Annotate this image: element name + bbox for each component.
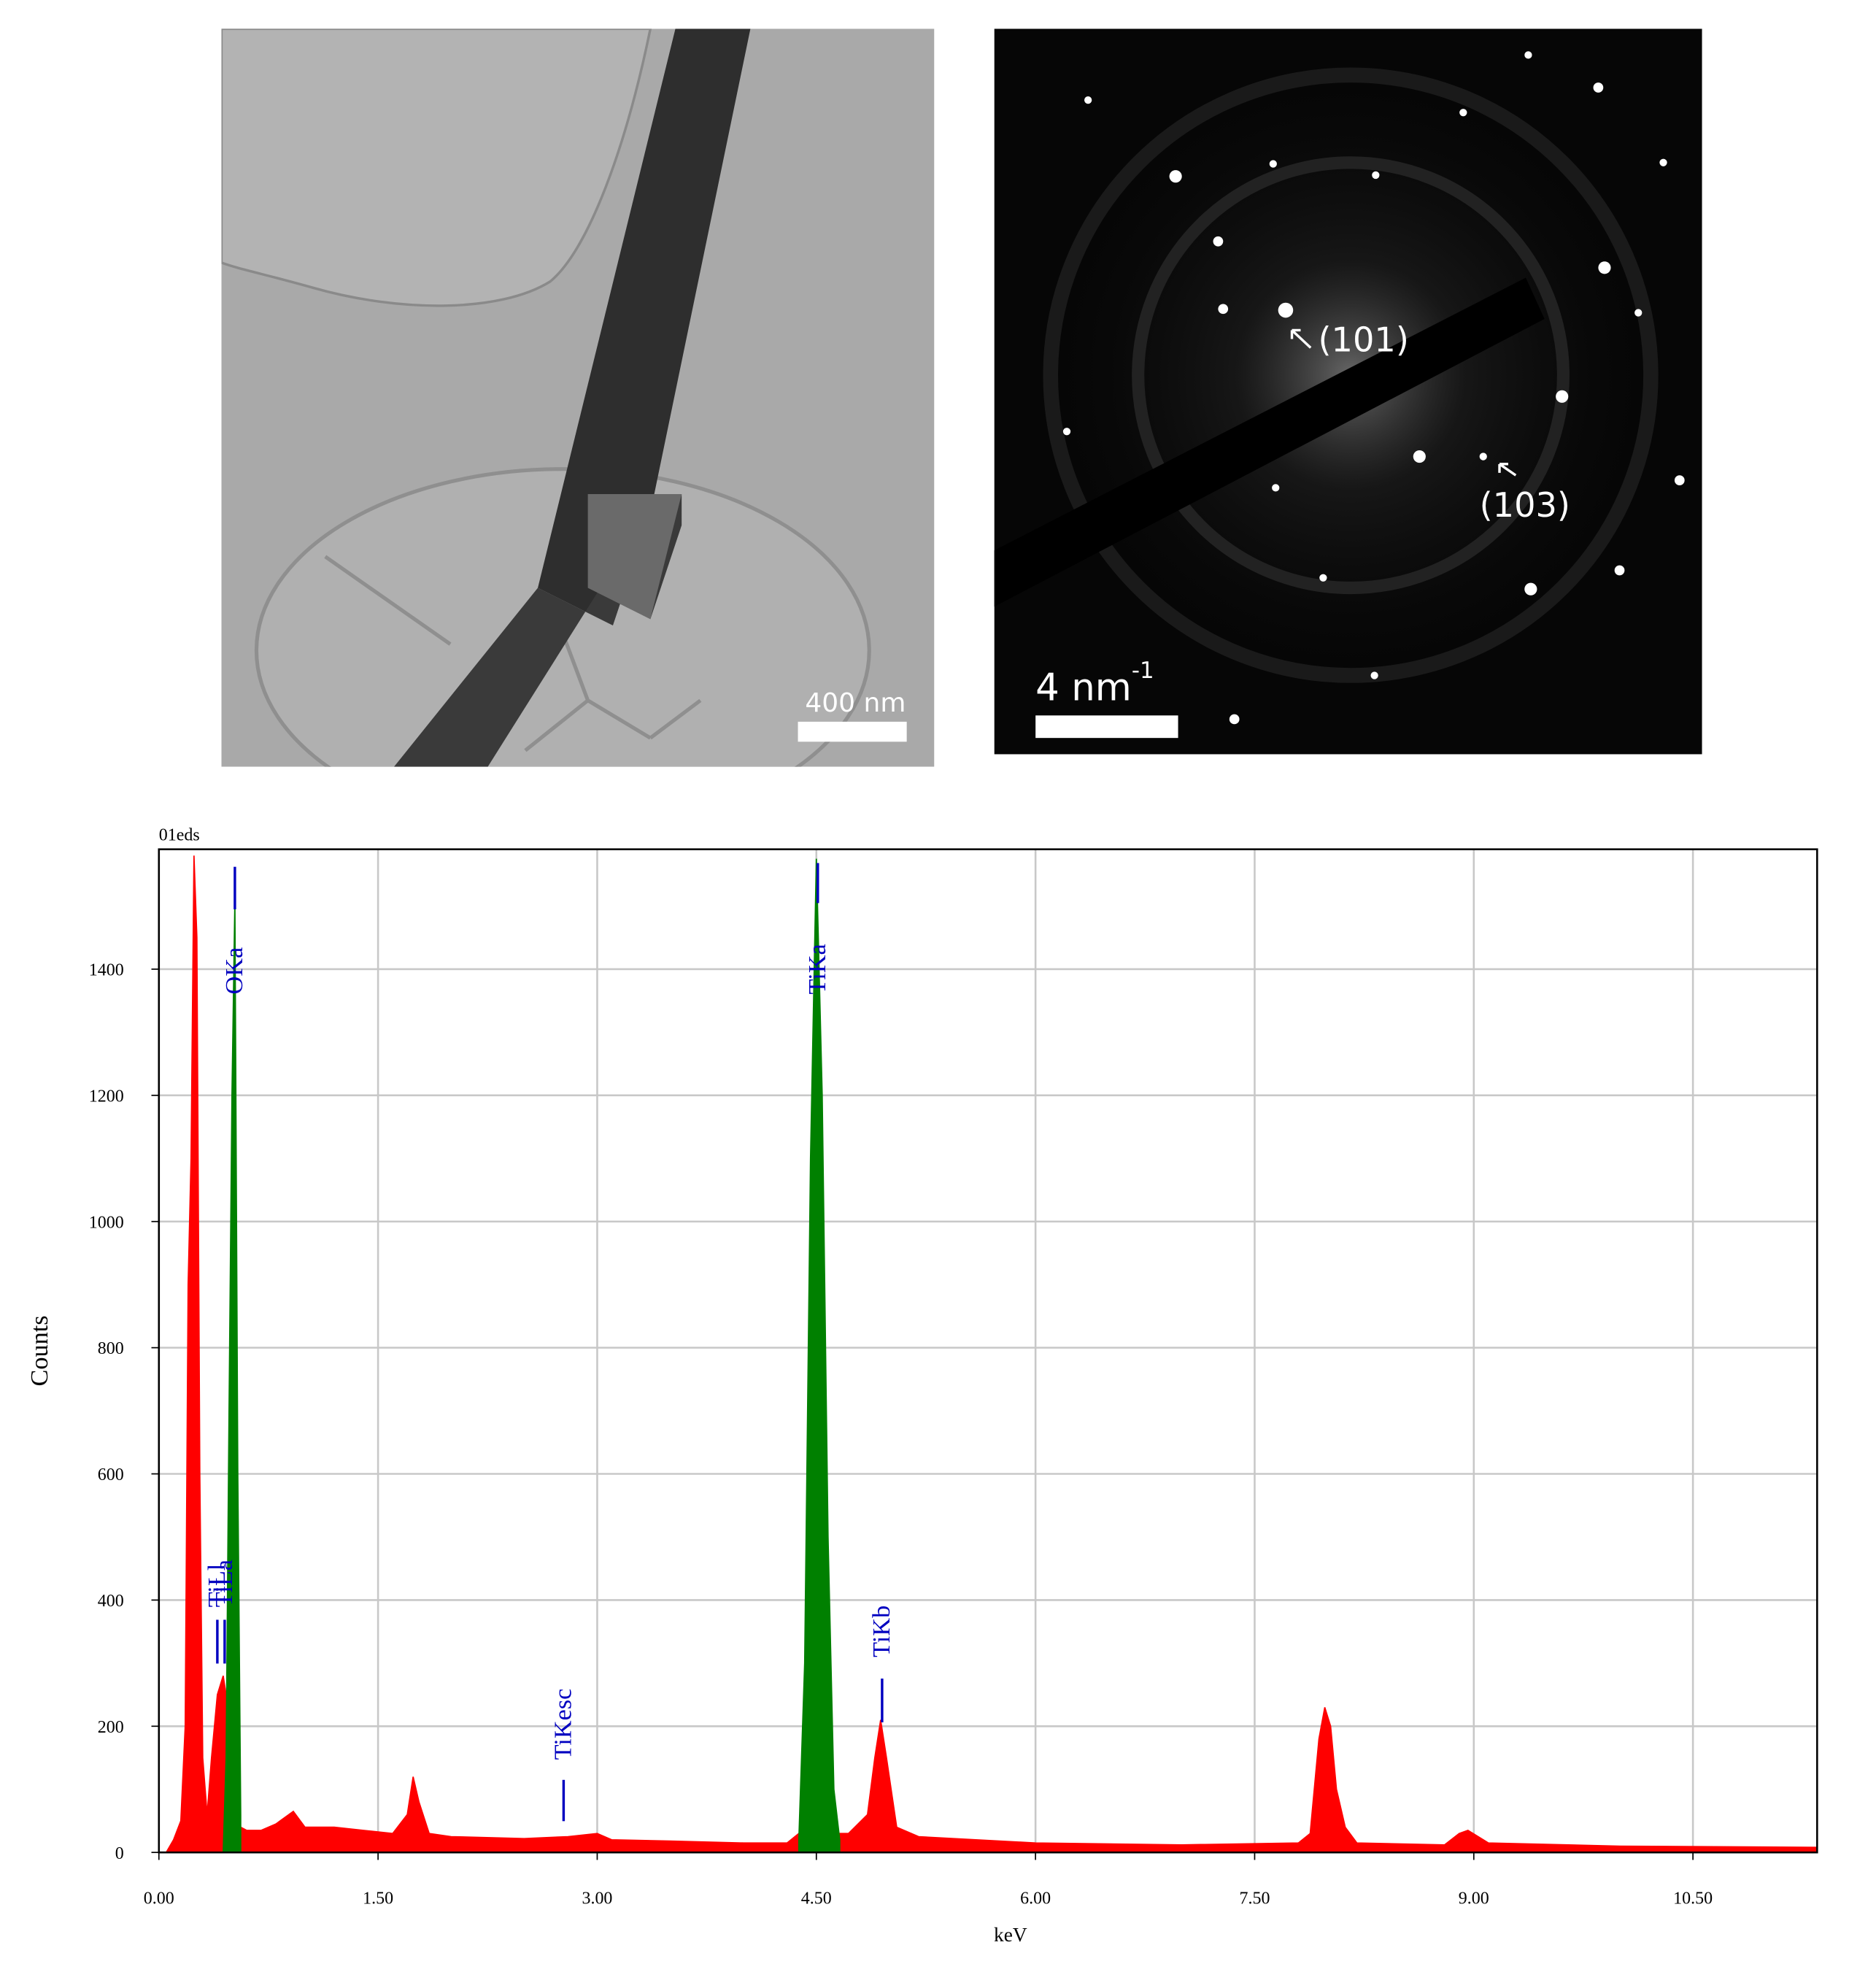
spectrum-area — [165, 855, 1817, 1854]
diffraction-spot — [1278, 302, 1294, 318]
diffraction-spot — [1556, 390, 1569, 403]
x-tick-label: 6.00 — [1020, 1889, 1051, 1908]
diffraction-spot — [1370, 671, 1378, 679]
y-tick-label: 0 — [115, 1844, 124, 1863]
diffraction-spot — [1524, 51, 1532, 59]
y-tick-label: 800 — [98, 1339, 124, 1358]
tem-image: 400 nm — [221, 28, 935, 767]
x-tick-label: 7.50 — [1239, 1889, 1270, 1908]
diffraction-spot — [1169, 170, 1182, 183]
scale-bar-label: 400 nm — [805, 688, 906, 718]
y-tick-label: 600 — [98, 1465, 124, 1484]
annotation-label: TiKb — [868, 1606, 895, 1657]
y-tick-label: 1000 — [89, 1213, 124, 1232]
plot-frame — [158, 848, 1818, 1854]
y-tick-label: 200 — [98, 1718, 124, 1737]
annotation-label: TiLl — [203, 1564, 231, 1608]
diffraction-spot — [1229, 714, 1240, 725]
scale-bar-label: 4 nm-1 — [1035, 658, 1154, 710]
diffraction-spot — [1479, 452, 1487, 461]
chart-title: 01eds — [159, 826, 200, 845]
diffraction-spot — [1218, 304, 1229, 315]
spot-label: (101) — [1319, 320, 1409, 360]
diffraction-spot — [1614, 565, 1625, 576]
x-tick-label: 9.00 — [1459, 1889, 1489, 1908]
spot-label: (103) — [1480, 485, 1570, 525]
annotation-label: TiKa — [803, 944, 831, 994]
scale-bar-exponent: -1 — [1132, 658, 1154, 684]
x-axis-label: keV — [994, 1924, 1027, 1946]
diffraction-spot — [1459, 109, 1467, 117]
diffraction-spot — [1634, 309, 1643, 317]
annotation-label: TiLa — [210, 1560, 238, 1607]
y-tick-label: 400 — [98, 1592, 124, 1611]
diffraction-spot — [1062, 428, 1071, 436]
x-tick-label: 3.00 — [582, 1889, 612, 1908]
diffraction-spot — [1659, 158, 1667, 166]
diffraction-spot — [1674, 475, 1685, 485]
diffraction-spot — [1593, 82, 1604, 93]
diffraction-spot — [1372, 171, 1380, 180]
y-axis-label: Counts — [26, 1315, 53, 1386]
x-tick-label: 0.00 — [144, 1889, 174, 1908]
diffraction-spot — [1524, 582, 1537, 596]
annotation-label: OKa — [220, 947, 248, 995]
scale-bar-unit: 4 nm — [1035, 666, 1132, 710]
diffraction-spot — [1598, 261, 1611, 274]
diffraction-image: 4 nm-1 (101) (103) — [994, 28, 1702, 755]
eds-chart: 01eds keV Counts 0 200 400 600 800 1000 1200 14… — [26, 826, 1818, 1946]
x-tick-label: 1.50 — [363, 1889, 393, 1908]
x-tick-label: 4.50 — [801, 1889, 832, 1908]
diffraction-spot — [1319, 574, 1327, 582]
diffraction-spot — [1269, 160, 1277, 168]
y-tick-label: 1400 — [89, 961, 124, 980]
diffraction-spot — [1413, 450, 1426, 463]
annotation-label: TiKesc — [549, 1689, 577, 1760]
diffraction-spot — [1272, 484, 1280, 492]
spectrum-area — [222, 858, 841, 1854]
y-tick-label: 1200 — [89, 1087, 124, 1106]
diffraction-spot — [1213, 236, 1224, 247]
diffraction-spot — [1084, 96, 1092, 104]
x-tick-label: 10.50 — [1673, 1889, 1713, 1908]
